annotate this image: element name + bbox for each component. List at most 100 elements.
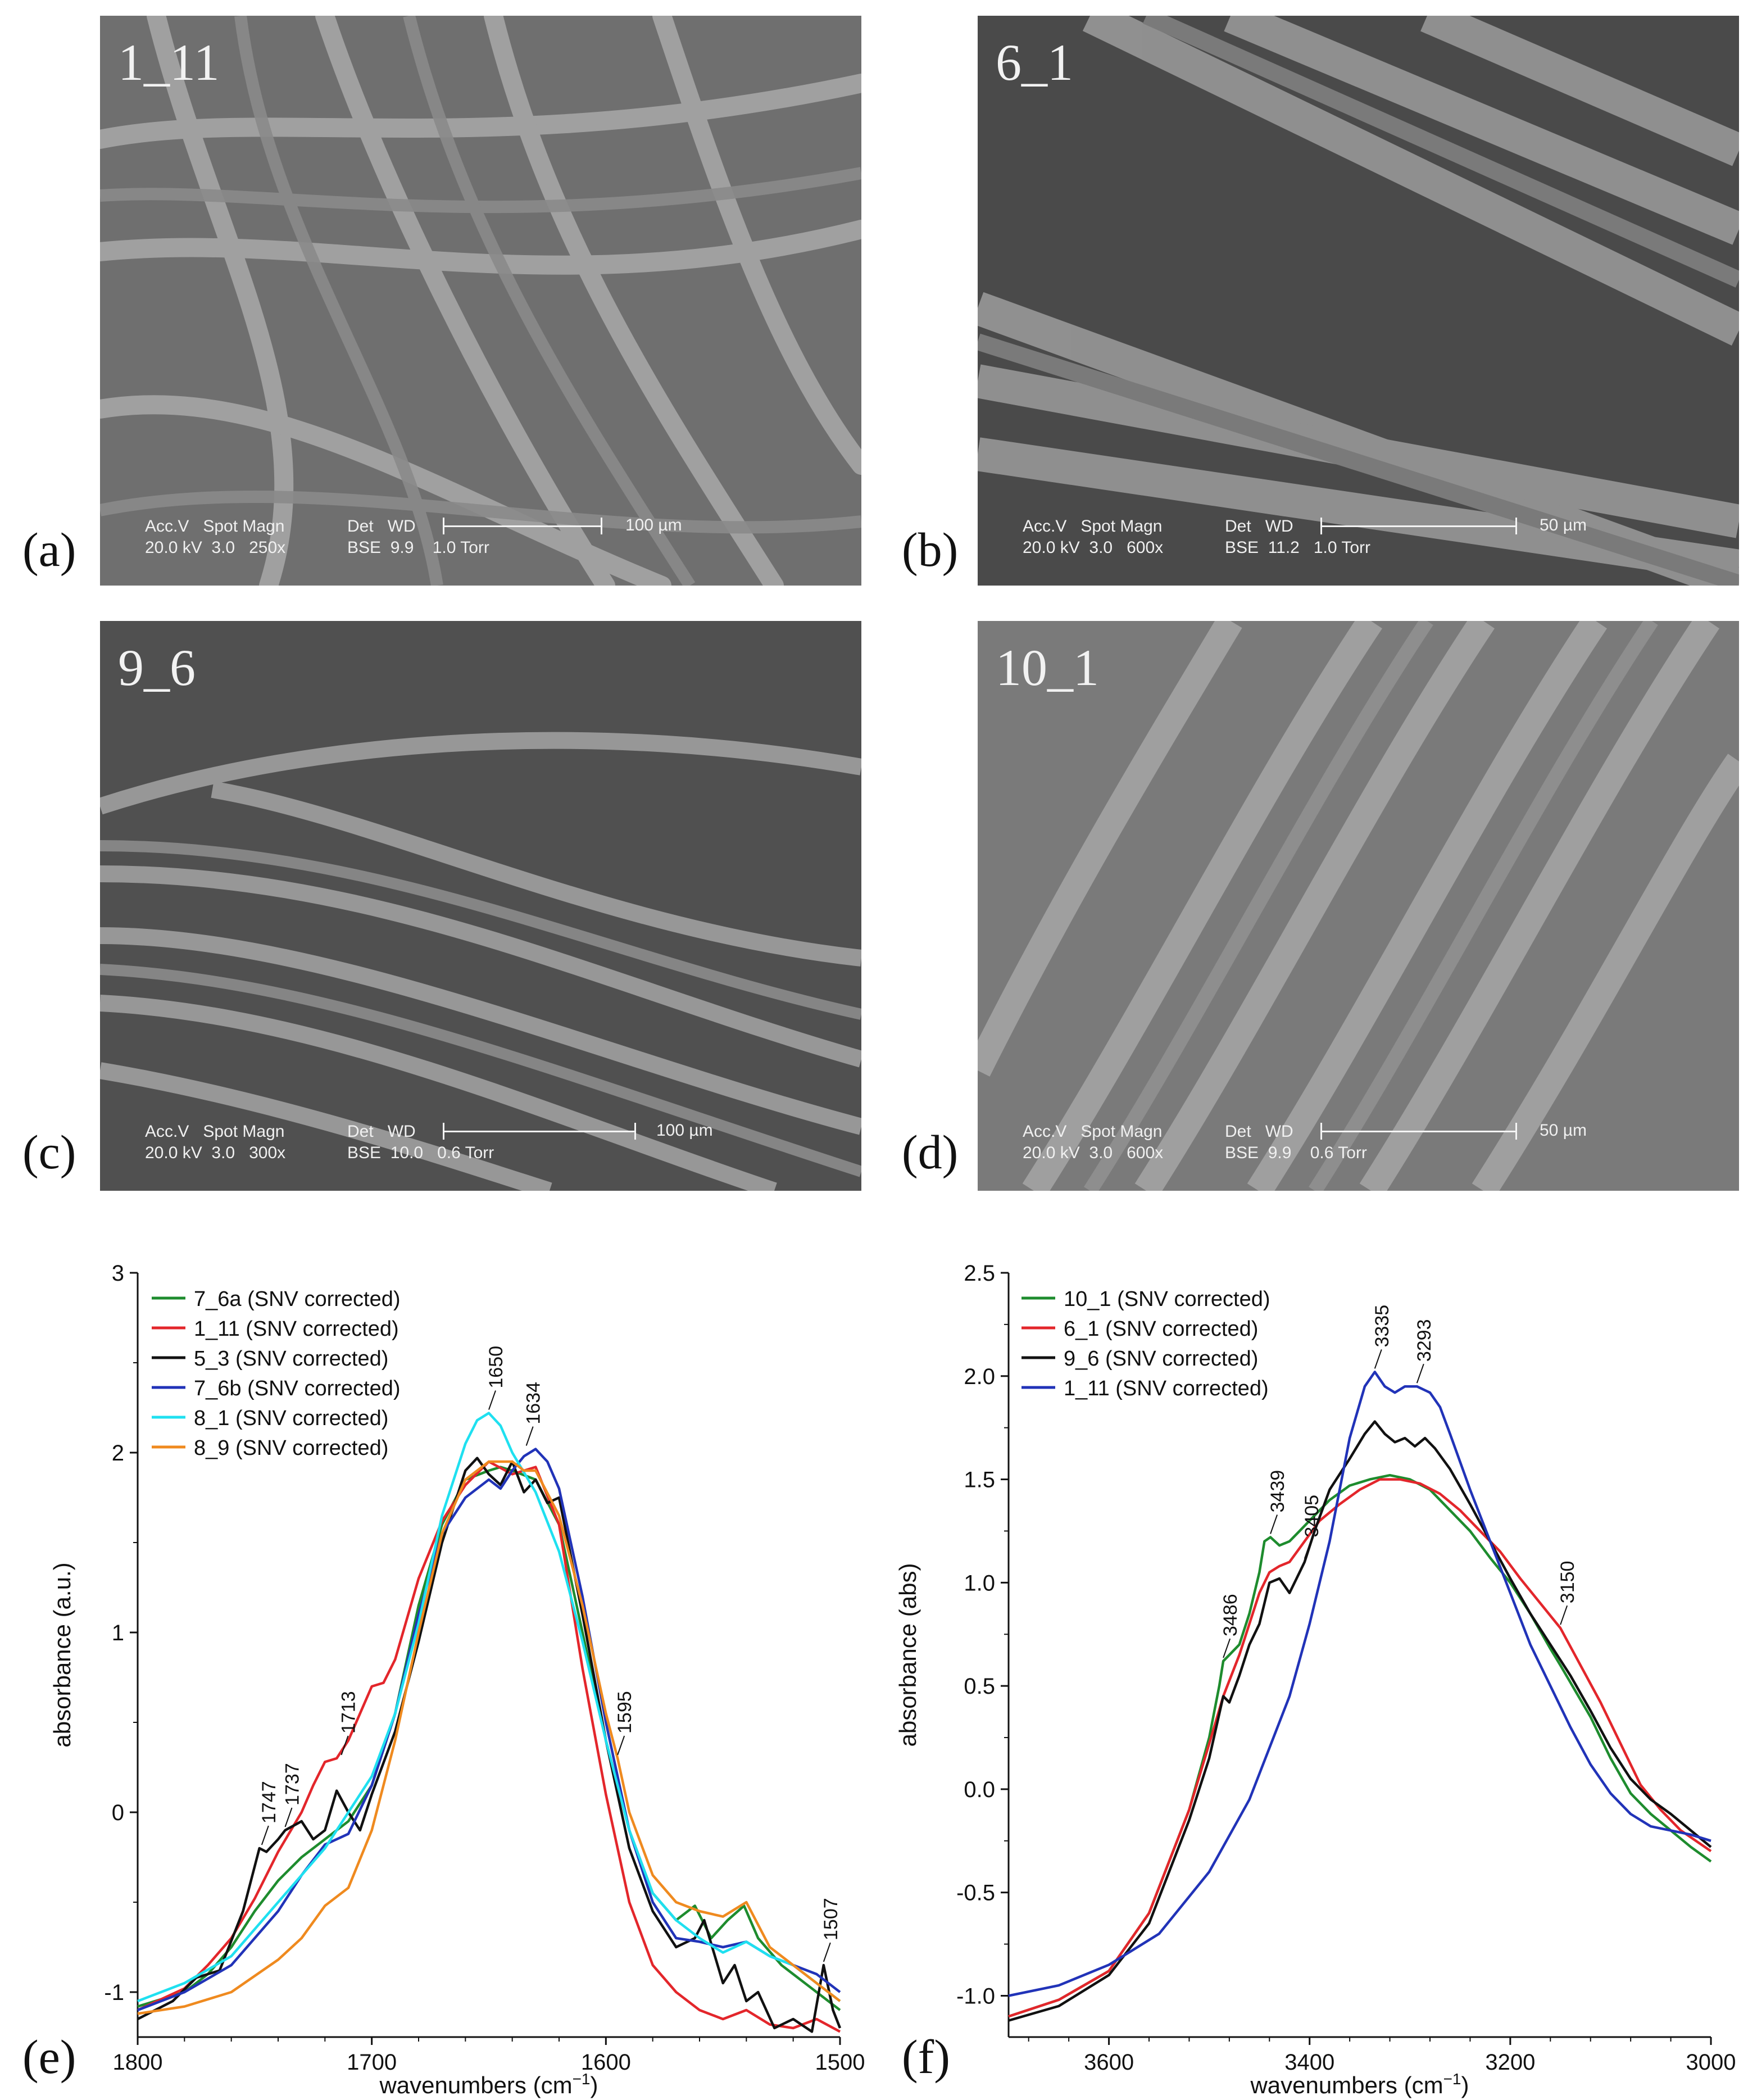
series-line-6-1 [1008, 1478, 1712, 2018]
x-axis-label-end: ) [1461, 2072, 1469, 2098]
legend-entry: 7_6a (SNV corrected) [194, 1287, 401, 1311]
scale-bar [443, 518, 602, 534]
panel-letter-a: (a) [22, 523, 76, 577]
x-tick-label: 3000 [1686, 2050, 1736, 2075]
scale-bar-label: 100 µm [656, 1121, 713, 1140]
peak-annotation: 3439 [1267, 1470, 1288, 1513]
sem-sample-label: 9_6 [118, 639, 196, 696]
x-tick-label: 1800 [113, 2050, 163, 2075]
annotation-leader [1374, 1349, 1382, 1369]
peak-annotation: 1737 [282, 1763, 303, 1806]
peak-annotation: 1650 [485, 1346, 507, 1389]
series-line-10-1 [1008, 1473, 1712, 2018]
fiber-texture [100, 16, 861, 586]
x-tick-label: 1500 [815, 2050, 865, 2075]
annotation-leader [284, 1807, 293, 1827]
sem-meta-left: Acc.V Spot Magn 20.0 kV 3.0 600x [1023, 1122, 1164, 1162]
x-axis-label-sup: −1 [573, 2070, 591, 2088]
y-axis-label: absorbance (abs) [895, 1563, 921, 1747]
y-axis-label: absorbance (a.u.) [49, 1562, 75, 1747]
legend-entry: 6_1 (SNV corrected) [1064, 1317, 1258, 1341]
y-tick-label: 2.5 [964, 1261, 995, 1286]
sem-meta-left: Acc.V Spot Magn 20.0 kV 3.0 300x [145, 1122, 286, 1162]
peak-annotation: 3335 [1372, 1305, 1393, 1348]
annotation-leader [488, 1390, 496, 1410]
x-tick-label: 3400 [1284, 2050, 1334, 2075]
y-tick-label: 1.0 [964, 1571, 995, 1595]
legend-entry: 8_1 (SNV corrected) [194, 1407, 388, 1430]
y-tick-label: 1 [112, 1621, 124, 1645]
sem-meta-right: Det WD BSE 11.2 1.0 Torr [1225, 517, 1371, 557]
legend-entry: 7_6b (SNV corrected) [194, 1377, 401, 1400]
peak-annotation: 3405 [1301, 1495, 1323, 1537]
y-tick-label: 1.5 [964, 1468, 995, 1493]
sem-meta-left: Acc.V Spot Magn 20.0 kV 3.0 250x [145, 517, 286, 557]
series-line-7-6a [137, 1466, 841, 2011]
y-tick-label: 3 [112, 1261, 124, 1286]
scale-bar [443, 1123, 636, 1140]
legend-entry: 1_11 (SNV corrected) [1064, 1377, 1269, 1400]
x-axis-label-text: wavenumbers (cm [379, 2072, 572, 2098]
annotation-leader [1270, 1514, 1278, 1534]
x-axis-label-sup: −1 [1443, 2070, 1461, 2088]
scale-bar-label: 50 µm [1540, 516, 1587, 534]
fiber-texture [978, 16, 1739, 586]
y-tick-label: 0.0 [964, 1777, 995, 1802]
x-tick-label: 1600 [581, 2050, 631, 2075]
peak-annotation: 1507 [820, 1898, 842, 1940]
peak-annotation: 3486 [1220, 1594, 1241, 1636]
annotation-leader [1304, 1539, 1312, 1559]
scale-bar-label: 50 µm [1540, 1121, 1587, 1140]
peak-annotation: 3293 [1414, 1319, 1435, 1362]
peak-annotation: 1634 [523, 1382, 544, 1425]
peak-annotation: 3150 [1557, 1561, 1578, 1604]
legend-entry: 1_11 (SNV corrected) [194, 1317, 399, 1341]
peak-annotation: 1747 [258, 1781, 280, 1824]
panel-letter-d: (d) [902, 1125, 959, 1179]
sem-meta-left: Acc.V Spot Magn 20.0 kV 3.0 600x [1023, 517, 1164, 557]
x-axis-label: wavenumbers (cm−1) [1250, 2070, 1469, 2098]
legend-entry: 10_1 (SNV corrected) [1064, 1287, 1270, 1311]
x-tick-label: 3200 [1485, 2050, 1535, 2075]
panel-letter-b: (b) [902, 523, 959, 577]
sem-meta-right: Det WD BSE 9.9 0.6 Torr [1225, 1122, 1367, 1162]
scale-bar [1320, 518, 1517, 534]
series-line-7-6b [137, 1448, 841, 2012]
legend-entry: 9_6 (SNV corrected) [1064, 1347, 1258, 1371]
annotation-leader [1416, 1363, 1424, 1384]
series-line-5-3 [137, 1457, 842, 2033]
panel-letter-c: (c) [22, 1125, 76, 1179]
annotation-leader [823, 1942, 831, 1962]
y-tick-label: 0 [112, 1800, 124, 1825]
series-line-9-6 [1008, 1420, 1712, 2022]
series-line-8-1 [137, 1412, 841, 2003]
sem-image-10-1: 10_1 Acc.V Spot Magn 20.0 kV 3.0 600x De… [978, 621, 1739, 1191]
annotation-leader [1560, 1605, 1568, 1625]
panel-letter-f: (f) [902, 2030, 950, 2084]
y-tick-label: 2.0 [964, 1364, 995, 1389]
x-axis-label: wavenumbers (cm−1) [379, 2070, 598, 2098]
y-tick-label: -0.5 [956, 1881, 995, 1906]
peak-annotation: 1713 [338, 1691, 360, 1734]
fiber-texture [100, 732, 861, 1191]
y-tick-label: -1 [104, 1980, 124, 2005]
sem-meta-right: Det WD BSE 9.9 1.0 Torr [347, 517, 489, 557]
y-tick-label: -1.0 [956, 1984, 995, 2008]
sem-sample-label: 1_11 [118, 34, 220, 91]
sem-image-6-1: 6_1 Acc.V Spot Magn 20.0 kV 3.0 600x Det… [978, 16, 1739, 586]
sem-meta-right: Det WD BSE 10.0 0.6 Torr [347, 1122, 494, 1162]
series-line-1-11 [137, 1460, 841, 2033]
legend-entry: 5_3 (SNV corrected) [194, 1347, 388, 1371]
sem-image-9-6: 9_6 Acc.V Spot Magn 20.0 kV 3.0 300x Det… [100, 621, 861, 1191]
sem-sample-label: 10_1 [996, 639, 1099, 696]
x-tick-label: 3600 [1084, 2050, 1134, 2075]
peak-annotation: 1595 [614, 1691, 635, 1734]
y-tick-label: 0.5 [964, 1674, 995, 1699]
x-tick-label: 1700 [347, 2050, 397, 2075]
sem-sample-label: 6_1 [996, 34, 1073, 91]
annotation-leader [525, 1426, 534, 1446]
annotation-leader [261, 1825, 269, 1845]
x-axis-label-text: wavenumbers (cm [1250, 2072, 1443, 2098]
fiber-texture [978, 621, 1739, 1191]
annotation-leader [1223, 1638, 1231, 1658]
